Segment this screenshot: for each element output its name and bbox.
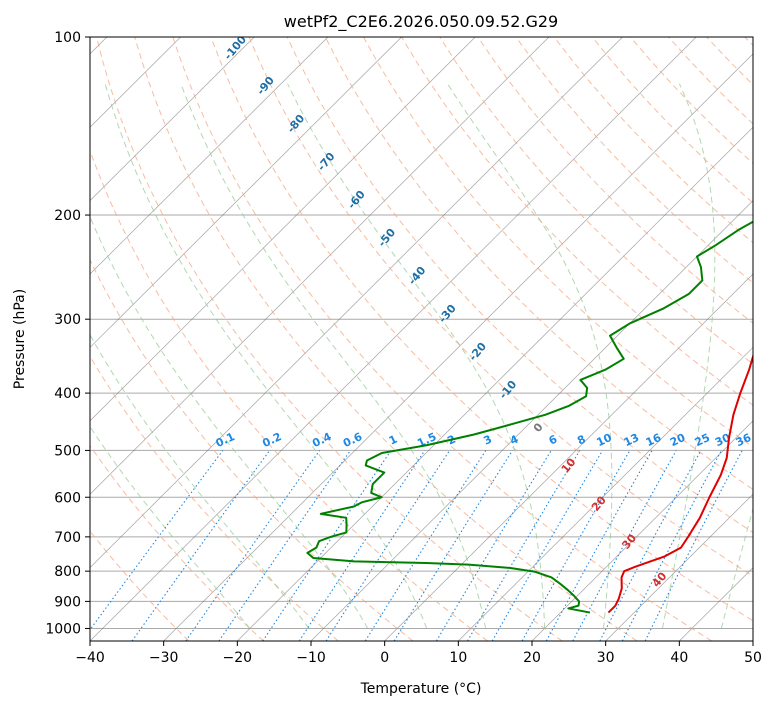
plot-background [90, 37, 753, 641]
moist-adiabat-line [90, 333, 310, 629]
dry-adiabat-line [90, 355, 339, 641]
mixing-ratio-label: 13 [622, 431, 641, 449]
moist-adiabat-line [104, 83, 428, 629]
y-tick-label: 900 [54, 594, 81, 610]
y-tick-label: 300 [54, 312, 81, 328]
isotherm-gridlines [90, 37, 753, 641]
mixing-ratio-line [644, 450, 743, 641]
dry-adiabat-line [248, 37, 753, 577]
x-axis-ticks: −40 −30 −20 −10 0 10 20 30 40 50 [75, 641, 762, 666]
mixing-ratio-line [131, 450, 271, 641]
isotherm-line [90, 37, 402, 348]
moist-adiabat-line [90, 215, 369, 629]
isotherm-line [90, 37, 329, 275]
temperature-profile [607, 352, 753, 614]
x-axis-label: Temperature (°C) [360, 681, 482, 697]
mixing-ratio-line [572, 450, 677, 641]
dry-adiabat-line [90, 258, 414, 641]
isotherm-line [531, 420, 753, 641]
dry-adiabat-line [96, 37, 563, 641]
isotherm-line [458, 346, 753, 641]
x-tick-label: −30 [149, 650, 179, 666]
profile-series [306, 220, 753, 614]
dry-adiabat-line [324, 37, 753, 491]
isotherm-line [90, 37, 623, 569]
mixing-ratio-line [393, 450, 513, 641]
y-tick-label: 1000 [45, 621, 81, 637]
y-tick-label: 600 [54, 490, 81, 506]
mixing-ratio-line [298, 450, 426, 641]
moist-adiabat-line [661, 83, 716, 629]
moist-adiabat-line [90, 425, 251, 629]
moist-adiabat-line [180, 83, 487, 629]
moist-adiabat-line [720, 506, 753, 629]
y-tick-label: 100 [54, 30, 81, 46]
mixing-ratio-label: 16 [644, 431, 664, 449]
chart-title: wetPf2_C2E6.2026.050.09.52.G29 [284, 12, 558, 32]
isotherm-line [237, 126, 753, 641]
x-tick-label: 20 [523, 650, 541, 666]
mixing-ratio-line [521, 450, 631, 641]
isotherm-line [90, 37, 697, 641]
mixing-ratio-label: 10 [594, 431, 614, 449]
y-tick-label: 400 [54, 386, 81, 402]
dewpoint-profile [306, 220, 753, 614]
dry-adiabat-line [172, 37, 713, 641]
y-tick-label: 200 [54, 208, 81, 224]
x-tick-label: −20 [223, 650, 253, 666]
isotherm-line [752, 640, 753, 641]
mixing-ratio-label: 20 [668, 431, 688, 449]
x-tick-label: 10 [449, 650, 467, 666]
x-tick-label: 40 [670, 650, 688, 666]
isotherm-line [90, 37, 550, 495]
y-tick-label: 700 [54, 530, 81, 546]
mixing-ratio-line [325, 450, 451, 641]
mixing-ratio-lines [90, 450, 743, 641]
y-axis-ticks: 100 200 300 400 500 600 700 800 900 1000 [45, 30, 90, 637]
x-tick-label: 0 [380, 650, 389, 666]
mixing-ratio-line [218, 450, 351, 641]
moist-adiabat-line [447, 83, 613, 629]
x-tick-label: −10 [296, 650, 326, 666]
moist-adiabat-line [287, 83, 546, 629]
mixing-ratio-label: 36 [734, 431, 754, 449]
mixing-ratio-line [185, 450, 321, 641]
isotherm-line [90, 37, 255, 202]
isotherm-line [90, 37, 476, 422]
x-tick-label: 30 [597, 650, 615, 666]
y-axis-label: Pressure (hPa) [12, 289, 28, 389]
background-lines [90, 37, 753, 641]
moist-adiabats [90, 83, 753, 629]
mixing-ratio-line [262, 450, 392, 641]
isotherm-line [163, 53, 753, 641]
dry-adiabat-line [210, 37, 753, 622]
mixing-ratio-line [90, 450, 224, 631]
isotherm-line [605, 493, 753, 641]
isotherm-line [384, 273, 753, 641]
mixing-ratio-line [545, 450, 653, 641]
y-tick-label: 500 [54, 443, 81, 459]
isobar-gridlines [90, 37, 753, 629]
x-tick-label: 50 [744, 650, 762, 666]
y-tick-label: 800 [54, 564, 81, 580]
dry-adiabat-line [286, 37, 753, 534]
plot-frame [89, 36, 754, 642]
dry-adiabat-line [90, 444, 264, 641]
mixing-ratio-label: 25 [693, 431, 712, 449]
dry-adiabat-line [515, 37, 753, 284]
x-tick-label: −40 [75, 650, 105, 666]
